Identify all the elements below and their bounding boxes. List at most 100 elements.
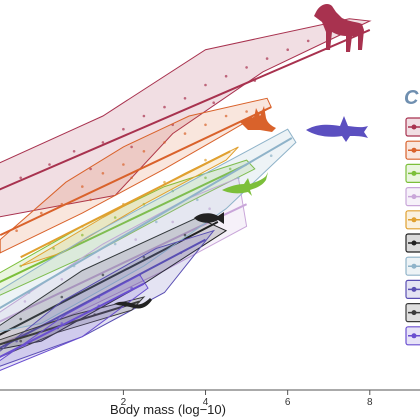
series-2-point-5 <box>101 172 105 175</box>
shark-silhouette <box>306 116 368 142</box>
series-4-point-6 <box>208 207 211 210</box>
series-7-point-7 <box>269 154 273 157</box>
series-2 <box>0 97 272 254</box>
legend-point-6 <box>411 240 417 246</box>
series-8 <box>0 229 216 367</box>
series-4-point-4 <box>134 238 137 241</box>
series-1-point-1 <box>19 176 23 180</box>
legend-point-1 <box>411 124 417 130</box>
series-3 <box>0 159 256 296</box>
series-4-point-5 <box>171 220 174 224</box>
series-8-hull <box>0 229 216 367</box>
legend-point-5 <box>411 217 417 223</box>
series-1-fit-line <box>0 28 371 191</box>
legend-key-5 <box>405 210 420 230</box>
x-tick-label-4: 4 <box>203 397 209 408</box>
series-7-point-3 <box>113 242 117 246</box>
legend-key-4 <box>405 187 420 207</box>
series-4-point-2 <box>60 278 64 281</box>
series-3-point-4 <box>113 216 117 219</box>
series-7-fit-line <box>0 137 293 310</box>
legend-point-9 <box>411 310 417 316</box>
legend-point-8 <box>411 286 417 292</box>
series-1-point-13 <box>286 48 290 51</box>
legend-key-3 <box>405 163 420 183</box>
series-1-point-11 <box>245 66 248 69</box>
series-10-fit-line <box>0 282 145 358</box>
series-2-point-6 <box>122 163 125 166</box>
series-9-point-1 <box>19 339 23 343</box>
series-1-point-5 <box>122 127 125 131</box>
series-3-point-3 <box>81 233 84 237</box>
legend-key-9 <box>405 303 420 323</box>
x-tick-label-6: 6 <box>285 397 291 408</box>
series-5-fit-line <box>20 150 231 259</box>
series-1-point-10 <box>224 74 228 78</box>
series-10-hull <box>0 274 149 371</box>
legend-key-7 <box>405 256 420 276</box>
series-2-point-7 <box>142 150 146 153</box>
legend-point-2 <box>411 147 417 153</box>
series-3-point-2 <box>52 247 55 250</box>
series-1-point-4 <box>101 141 105 144</box>
series-7-point-6 <box>237 176 240 180</box>
legend-point-10 <box>411 333 417 339</box>
legend-key-8 <box>405 279 420 299</box>
plot-area <box>0 18 372 371</box>
series-3-fit-line <box>0 163 248 283</box>
legend-key-1 <box>405 117 420 137</box>
legend-key-2 <box>405 140 420 160</box>
series-6-point-1 <box>19 317 23 321</box>
lizard-silhouette <box>222 172 268 196</box>
x-tick-label-2: 2 <box>121 397 127 408</box>
series-1-point-3 <box>72 150 76 153</box>
series-7-point-4 <box>155 220 158 224</box>
series-9-fit-line <box>0 300 141 346</box>
series-2-point-2 <box>40 211 43 215</box>
series-2-point-11 <box>224 114 228 118</box>
series-1-point-19 <box>212 101 215 104</box>
series-1-point-16 <box>130 145 133 149</box>
legend-key-10 <box>405 326 420 346</box>
series-2-point-1 <box>15 229 18 232</box>
x-axis-label: Body mass (log−10) <box>110 402 226 417</box>
series-2-point-13 <box>130 176 133 180</box>
legend-point-4 <box>411 194 417 200</box>
series-7 <box>0 128 297 333</box>
series-4-point-3 <box>97 255 101 259</box>
series-6-point-2 <box>60 295 64 299</box>
fox-silhouette <box>240 106 276 132</box>
legend-point-3 <box>411 170 417 176</box>
series-6-point-3 <box>101 273 105 277</box>
series-2-point-8 <box>163 141 166 144</box>
series-1-point-18 <box>89 167 92 171</box>
series-1-point-12 <box>265 57 269 60</box>
series-3-point-7 <box>204 176 207 180</box>
legend-key-6 <box>405 233 420 253</box>
legend-point-7 <box>411 263 417 269</box>
series-1-point-14 <box>306 39 310 43</box>
series-2-point-12 <box>245 110 248 113</box>
series-1-point-8 <box>183 97 187 100</box>
series-7-point-5 <box>196 198 199 202</box>
series-5-point-5 <box>204 158 207 162</box>
series-6-point-5 <box>183 233 187 237</box>
series-10 <box>0 274 149 371</box>
series-5-point-4 <box>163 180 166 184</box>
series-1-point-6 <box>142 114 146 118</box>
series-6-point-4 <box>142 255 146 259</box>
series-2-point-4 <box>81 185 84 188</box>
series-3-point-8 <box>228 167 232 171</box>
series-8-fit-line <box>0 238 206 349</box>
series-1-point-2 <box>48 163 51 166</box>
series-2-fit-line <box>0 106 272 237</box>
series-2-point-9 <box>183 132 187 135</box>
legend <box>405 117 420 346</box>
eel-silhouette <box>114 298 152 309</box>
x-tick-label-8: 8 <box>367 397 373 408</box>
series-2-point-10 <box>204 123 207 127</box>
series-2-point-14 <box>89 198 92 202</box>
series-1-point-7 <box>163 105 166 109</box>
fish-silhouette <box>194 212 224 224</box>
